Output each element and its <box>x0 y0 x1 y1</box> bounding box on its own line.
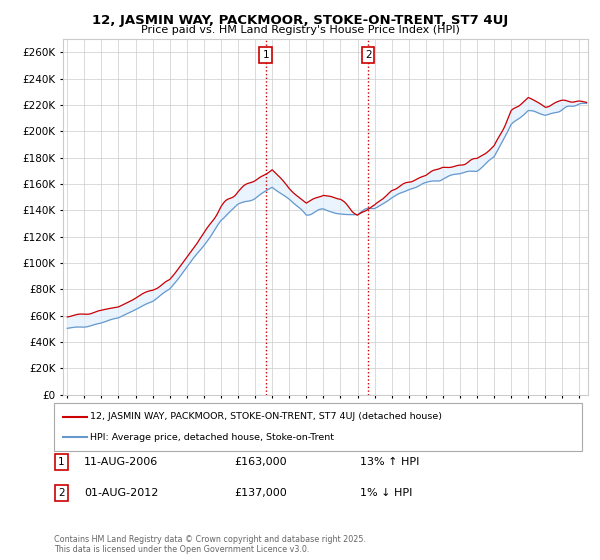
Text: 12, JASMIN WAY, PACKMOOR, STOKE-ON-TRENT, ST7 4UJ (detached house): 12, JASMIN WAY, PACKMOOR, STOKE-ON-TRENT… <box>90 412 442 421</box>
Text: 1: 1 <box>262 50 269 60</box>
Text: 13% ↑ HPI: 13% ↑ HPI <box>360 457 419 467</box>
Text: 2: 2 <box>58 488 65 498</box>
Text: 01-AUG-2012: 01-AUG-2012 <box>84 488 158 498</box>
Text: 1% ↓ HPI: 1% ↓ HPI <box>360 488 412 498</box>
Text: 1: 1 <box>58 457 65 467</box>
Text: £163,000: £163,000 <box>234 457 287 467</box>
Text: Contains HM Land Registry data © Crown copyright and database right 2025.
This d: Contains HM Land Registry data © Crown c… <box>54 535 366 554</box>
Text: Price paid vs. HM Land Registry's House Price Index (HPI): Price paid vs. HM Land Registry's House … <box>140 25 460 35</box>
Text: 2: 2 <box>365 50 371 60</box>
Text: 12, JASMIN WAY, PACKMOOR, STOKE-ON-TRENT, ST7 4UJ: 12, JASMIN WAY, PACKMOOR, STOKE-ON-TRENT… <box>92 14 508 27</box>
Text: HPI: Average price, detached house, Stoke-on-Trent: HPI: Average price, detached house, Stok… <box>90 433 334 442</box>
Text: 11-AUG-2006: 11-AUG-2006 <box>84 457 158 467</box>
Text: £137,000: £137,000 <box>234 488 287 498</box>
